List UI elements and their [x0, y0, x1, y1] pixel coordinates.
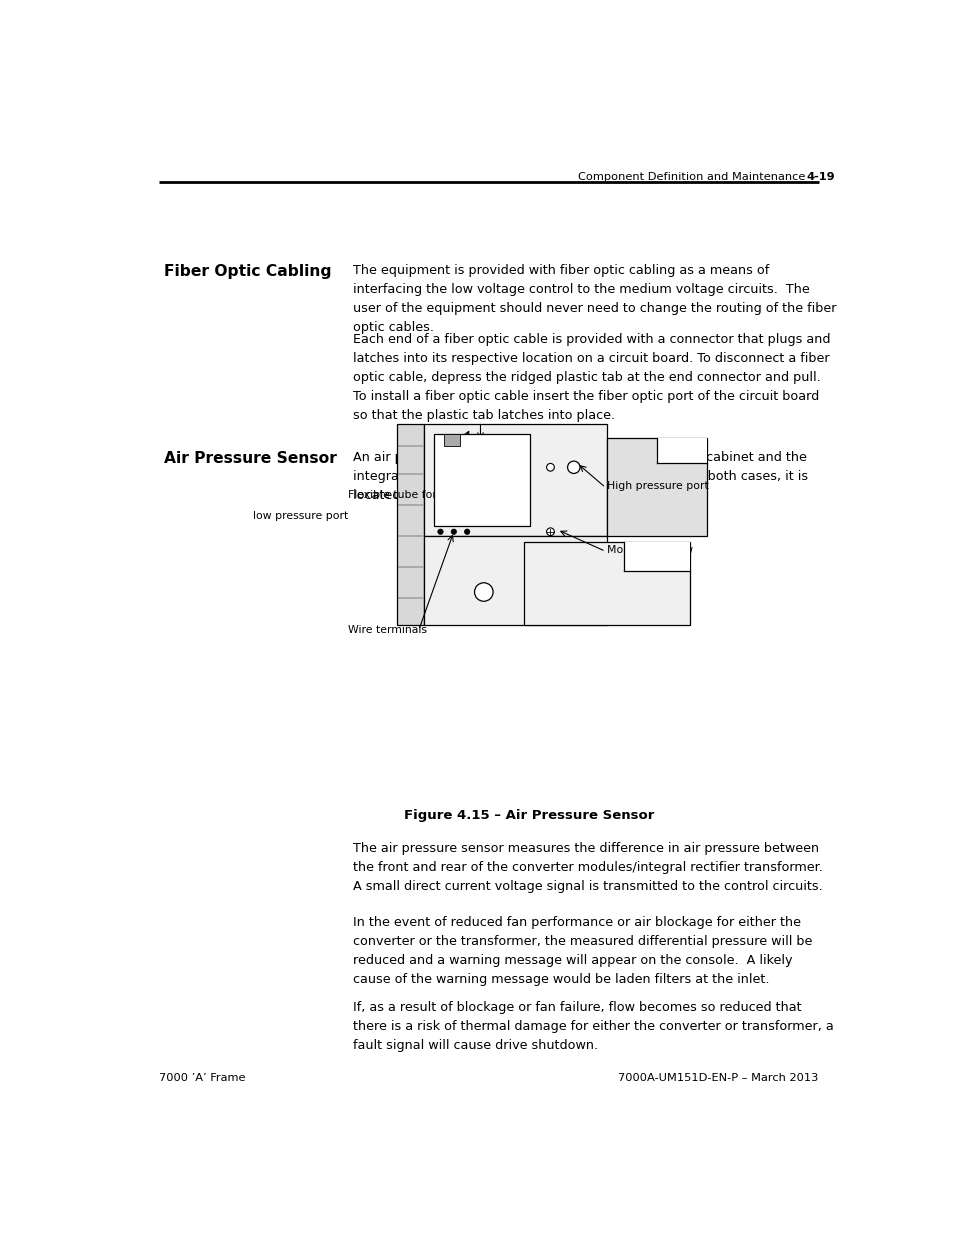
- Circle shape: [474, 583, 493, 601]
- Text: Flexible tube for: Flexible tube for: [348, 490, 436, 500]
- Bar: [423, 424, 606, 536]
- Text: Mounting screw: Mounting screw: [606, 545, 693, 555]
- Bar: [396, 424, 423, 625]
- Text: The equipment is provided with fiber optic cabling as a means of
interfacing the: The equipment is provided with fiber opt…: [353, 264, 836, 335]
- Bar: [434, 433, 530, 526]
- Text: low pressure port: low pressure port: [253, 511, 348, 521]
- Circle shape: [546, 463, 554, 471]
- Text: 7000 ’A’ Frame: 7000 ’A’ Frame: [159, 1073, 246, 1083]
- Text: Component Definition and Maintenance: Component Definition and Maintenance: [577, 172, 804, 182]
- Text: If, as a result of blockage or fan failure, flow becomes so reduced that
there i: If, as a result of blockage or fan failu…: [353, 1002, 833, 1052]
- Text: The air pressure sensor measures the difference in air pressure between
the fron: The air pressure sensor measures the dif…: [353, 842, 821, 893]
- Circle shape: [567, 461, 579, 473]
- Bar: [623, 542, 690, 572]
- Text: In the event of reduced fan performance or air blockage for either the
converter: In the event of reduced fan performance …: [353, 915, 811, 986]
- Text: 4-19: 4-19: [806, 172, 835, 182]
- Circle shape: [464, 529, 470, 535]
- Text: High pressure port: High pressure port: [606, 480, 708, 490]
- Text: Wire terminals: Wire terminals: [348, 625, 427, 635]
- Bar: [443, 433, 460, 447]
- Circle shape: [451, 529, 456, 535]
- Text: 7000A-UM151D-EN-P – March 2013: 7000A-UM151D-EN-P – March 2013: [618, 1073, 818, 1083]
- Bar: [523, 542, 690, 625]
- Circle shape: [437, 529, 443, 535]
- Bar: [657, 438, 706, 463]
- Bar: [639, 542, 690, 557]
- Circle shape: [546, 527, 554, 536]
- Text: Fiber Optic Cabling: Fiber Optic Cabling: [164, 264, 331, 279]
- Text: Figure 4.15 – Air Pressure Sensor: Figure 4.15 – Air Pressure Sensor: [404, 809, 654, 823]
- Bar: [606, 438, 706, 536]
- Text: Air Pressure Sensor: Air Pressure Sensor: [164, 451, 336, 466]
- Text: Each end of a fiber optic cable is provided with a connector that plugs and
latc: Each end of a fiber optic cable is provi…: [353, 332, 829, 421]
- Text: An air pressure sensor is located in both the converter cabinet and the
integral: An air pressure sensor is located in bot…: [353, 451, 807, 501]
- Bar: [423, 536, 606, 625]
